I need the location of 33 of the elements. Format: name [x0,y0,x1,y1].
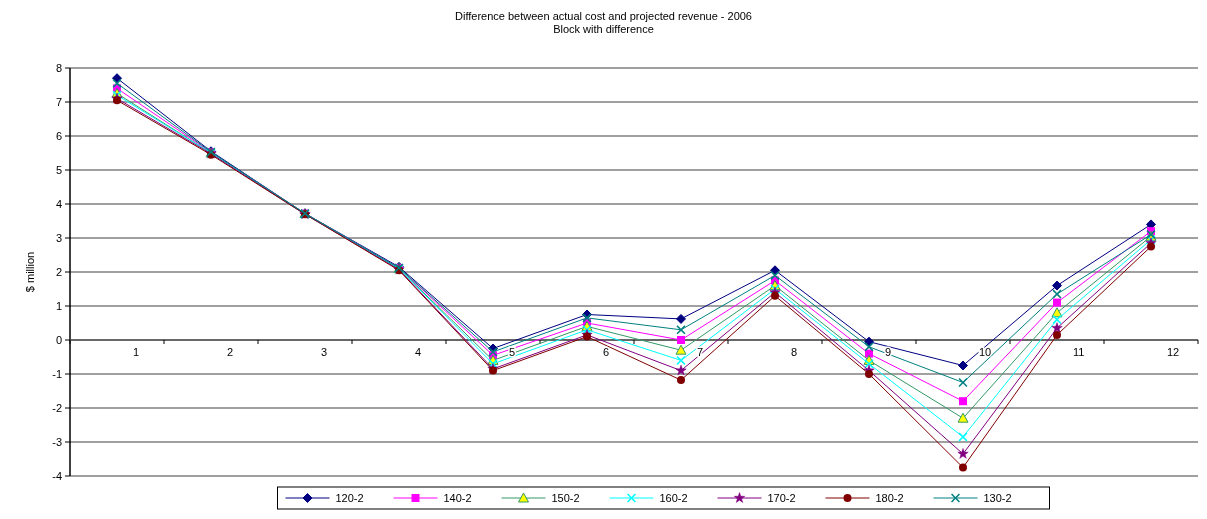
y-tick-label: -3 [52,435,62,448]
x-tick-label: 6 [603,346,610,358]
legend-label: 130-2 [983,491,1012,504]
legend-label: 170-2 [767,491,796,504]
y-tick-label: 7 [55,95,62,108]
y-tick-label: 3 [55,231,62,244]
y-tick-label: -1 [52,367,62,380]
y-tick-label: -4 [52,469,62,482]
y-axis-title: $ million [24,251,36,293]
legend-label: 140-2 [443,491,472,504]
chart-subtitle: Block with difference [553,23,654,35]
x-tick-label: 3 [321,346,328,358]
y-tick-label: 8 [55,61,62,74]
x-tick-label: 1 [133,346,140,358]
legend-label: 150-2 [551,491,580,504]
x-tick-label: 7 [697,346,704,358]
legend-label: 160-2 [659,491,688,504]
y-tick-label: 5 [55,163,62,176]
x-tick-label: 8 [791,346,798,358]
x-tick-label: 2 [227,346,234,358]
x-tick-label: 11 [1073,346,1085,358]
legend-label: 120-2 [335,491,364,504]
legend-label: 180-2 [875,491,904,504]
y-tick-label: 2 [55,265,62,278]
y-tick-label: 1 [55,299,62,312]
x-tick-label: 4 [415,346,422,358]
x-tick-label: 10 [979,346,992,358]
y-tick-label: 0 [55,333,62,346]
y-tick-label: -2 [52,401,62,414]
y-tick-label: 6 [55,129,62,142]
chart-title: Difference between actual cost and projected revenue - 2006 [455,10,752,22]
x-tick-label: 12 [1167,346,1180,358]
y-tick-label: 4 [55,197,62,210]
